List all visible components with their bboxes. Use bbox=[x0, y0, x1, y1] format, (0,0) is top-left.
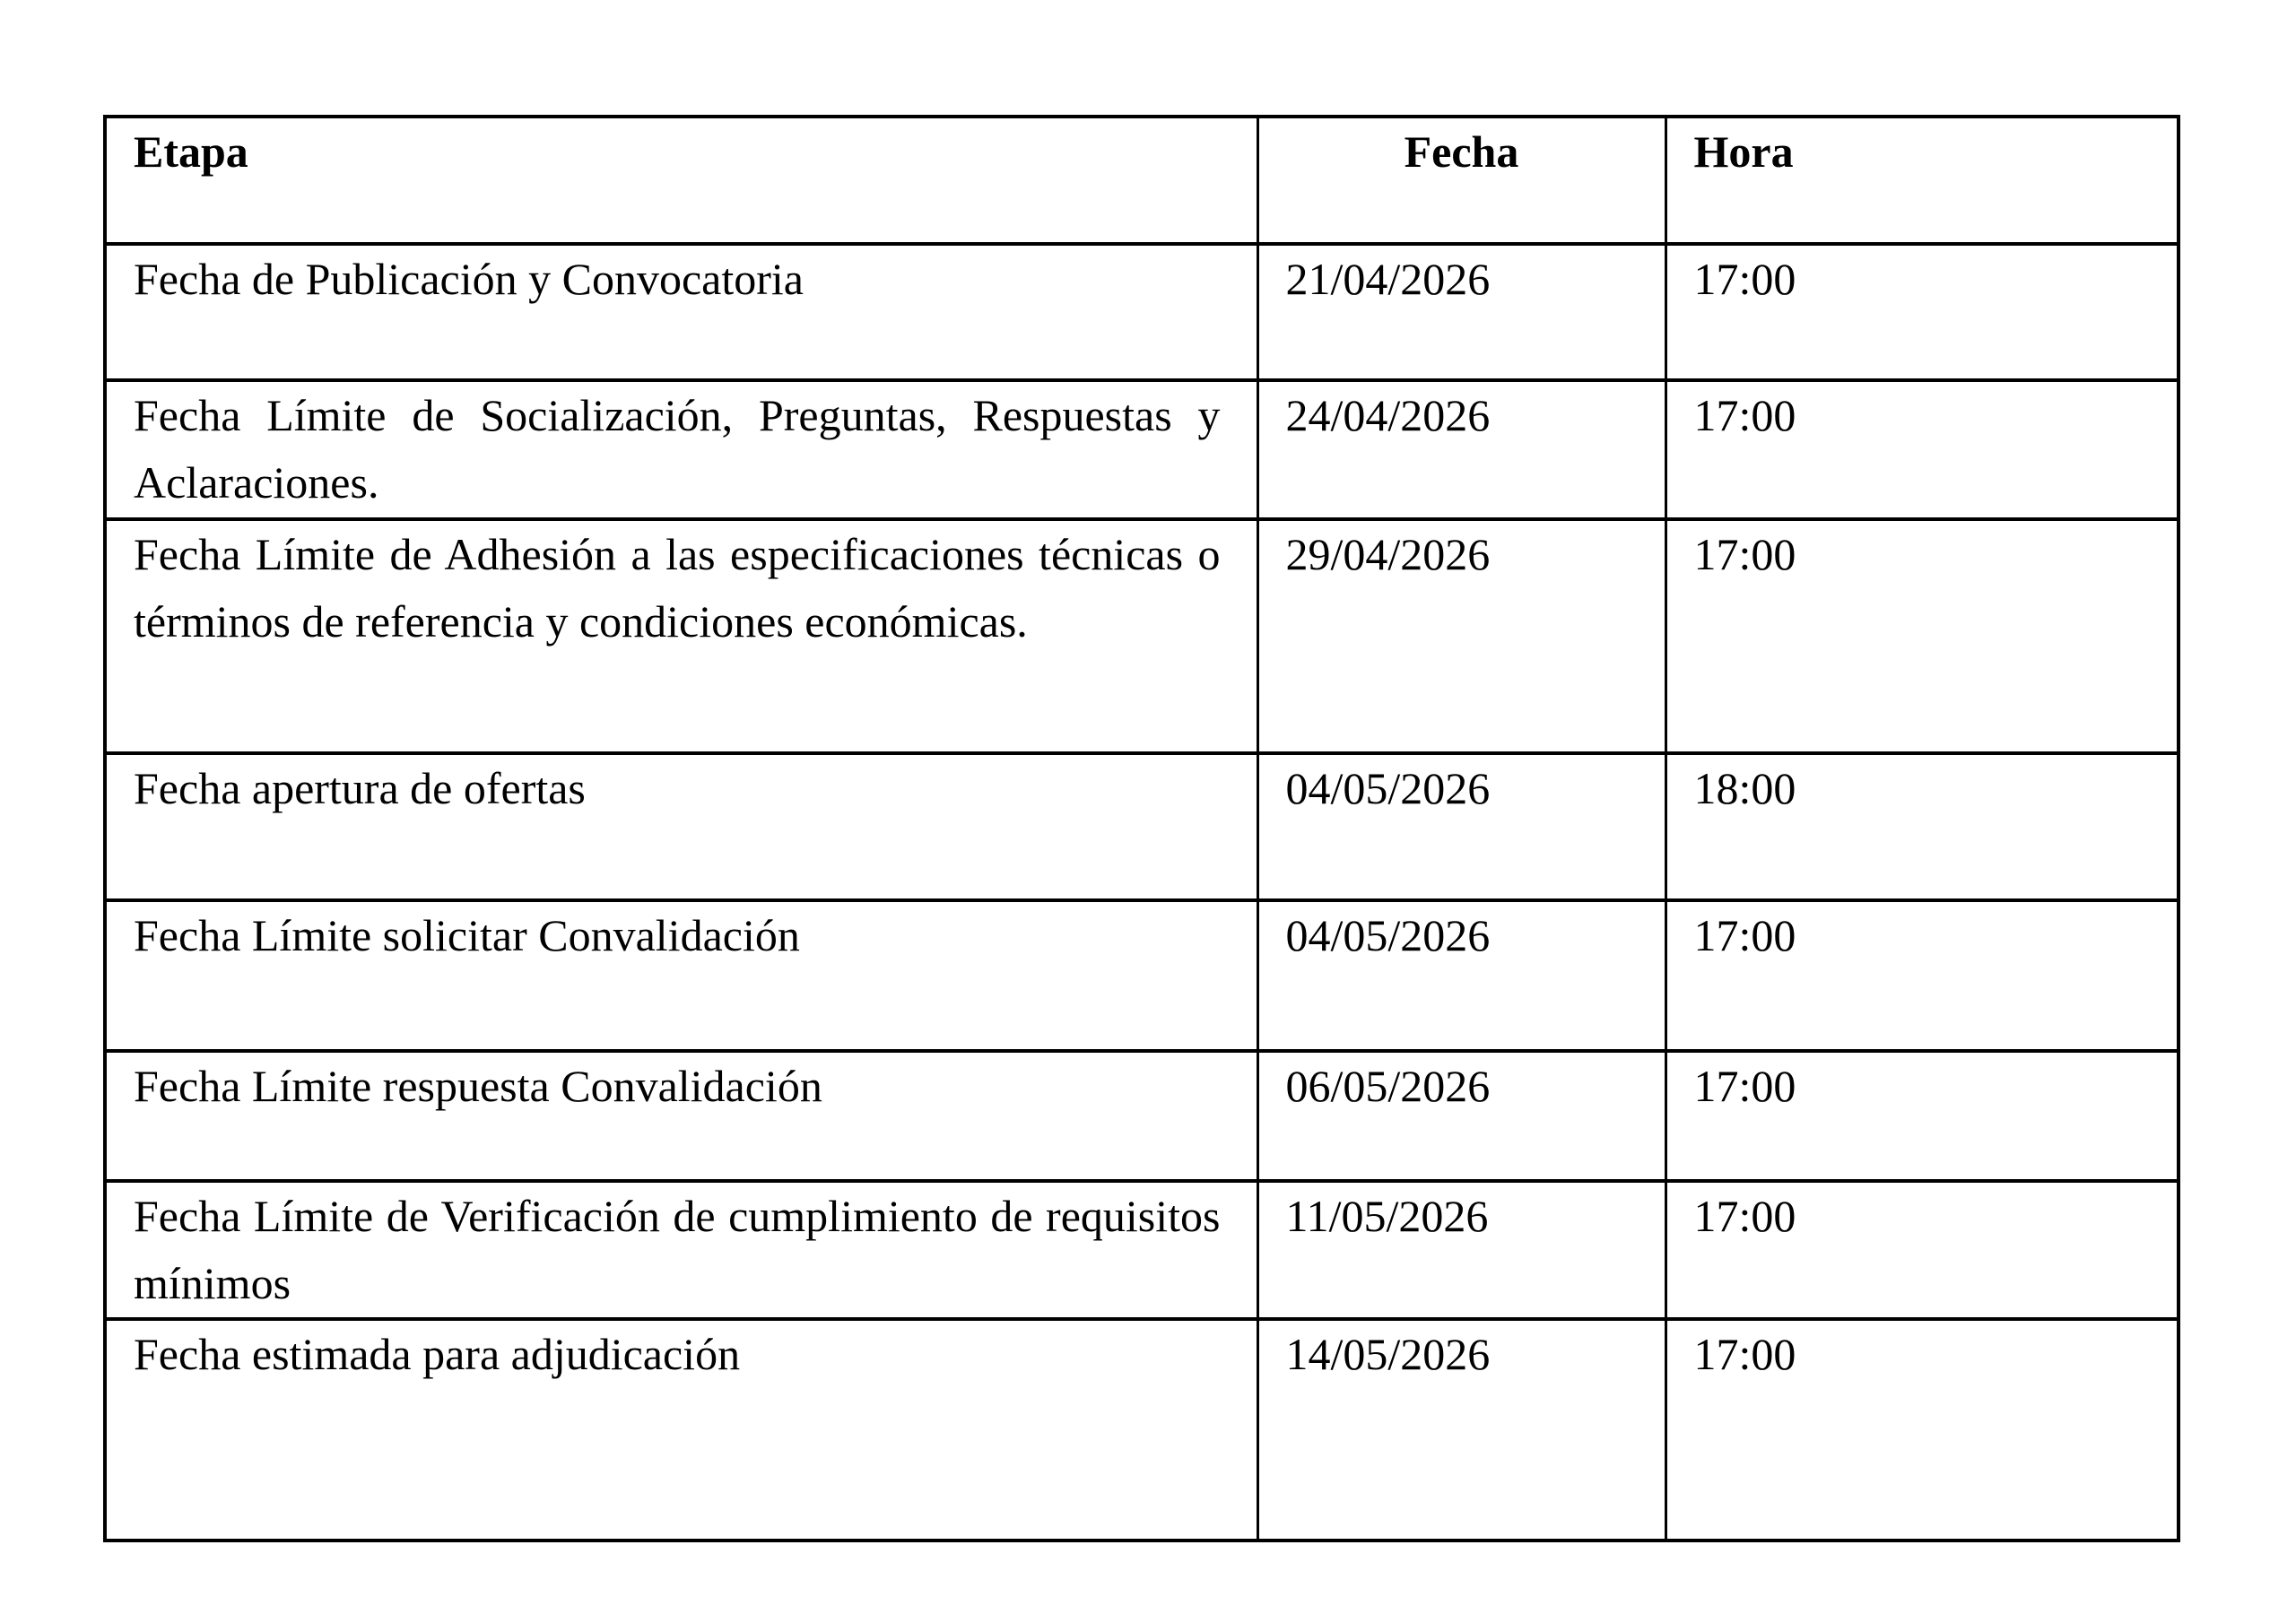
etapa-cell: Fecha Límite de Verificación de cumplimi… bbox=[103, 1179, 1259, 1321]
fecha-cell: 14/05/2026 bbox=[1256, 1317, 1667, 1542]
col-header-etapa: Etapa bbox=[103, 115, 1259, 246]
etapa-cell: Fecha apertura de ofertas bbox=[103, 751, 1259, 902]
etapa-cell: Fecha Límite de Adhesión a las especific… bbox=[103, 517, 1259, 755]
hora-cell: 17:00 bbox=[1664, 378, 2180, 521]
hora-cell: 17:00 bbox=[1664, 1317, 2180, 1542]
etapa-cell: Fecha estimada para adjudicación bbox=[103, 1317, 1259, 1542]
etapa-cell: Fecha Límite de Socialización, Preguntas… bbox=[103, 378, 1259, 521]
table-row: Fecha de Publicación y Convocatoria 21/0… bbox=[103, 242, 2180, 382]
fecha-cell: 24/04/2026 bbox=[1256, 378, 1667, 521]
hora-cell: 17:00 bbox=[1664, 242, 2180, 382]
etapa-cell: Fecha de Publicación y Convocatoria bbox=[103, 242, 1259, 382]
table-row: Fecha apertura de ofertas 04/05/2026 18:… bbox=[103, 751, 2180, 902]
fecha-cell: 29/04/2026 bbox=[1256, 517, 1667, 755]
table-header: Etapa Fecha Hora bbox=[103, 115, 2180, 246]
fecha-cell: 11/05/2026 bbox=[1256, 1179, 1667, 1321]
table-row: Fecha Límite respuesta Convalidación 06/… bbox=[103, 1049, 2180, 1183]
etapa-cell: Fecha Límite solicitar Convalidación bbox=[103, 898, 1259, 1053]
fecha-cell: 04/05/2026 bbox=[1256, 751, 1667, 902]
fecha-cell: 21/04/2026 bbox=[1256, 242, 1667, 382]
hora-cell: 17:00 bbox=[1664, 1049, 2180, 1183]
hora-cell: 17:00 bbox=[1664, 898, 2180, 1053]
etapa-cell: Fecha Límite respuesta Convalidación bbox=[103, 1049, 1259, 1183]
table-row: Fecha Límite de Socialización, Preguntas… bbox=[103, 378, 2180, 521]
table-body: Fecha de Publicación y Convocatoria 21/0… bbox=[103, 242, 2180, 1542]
col-header-hora: Hora bbox=[1664, 115, 2180, 246]
table-row: Fecha Límite solicitar Convalidación 04/… bbox=[103, 898, 2180, 1053]
table-row: Fecha Límite de Adhesión a las especific… bbox=[103, 517, 2180, 755]
hora-cell: 17:00 bbox=[1664, 1179, 2180, 1321]
hora-cell: 17:00 bbox=[1664, 517, 2180, 755]
hora-cell: 18:00 bbox=[1664, 751, 2180, 902]
table-row: Fecha estimada para adjudicación 14/05/2… bbox=[103, 1317, 2180, 1542]
fecha-cell: 04/05/2026 bbox=[1256, 898, 1667, 1053]
col-header-fecha: Fecha bbox=[1256, 115, 1667, 246]
header-row: Etapa Fecha Hora bbox=[103, 115, 2180, 246]
schedule-table: Etapa Fecha Hora Fecha de Publicación y … bbox=[103, 115, 2180, 1542]
fecha-cell: 06/05/2026 bbox=[1256, 1049, 1667, 1183]
table-row: Fecha Límite de Verificación de cumplimi… bbox=[103, 1179, 2180, 1321]
